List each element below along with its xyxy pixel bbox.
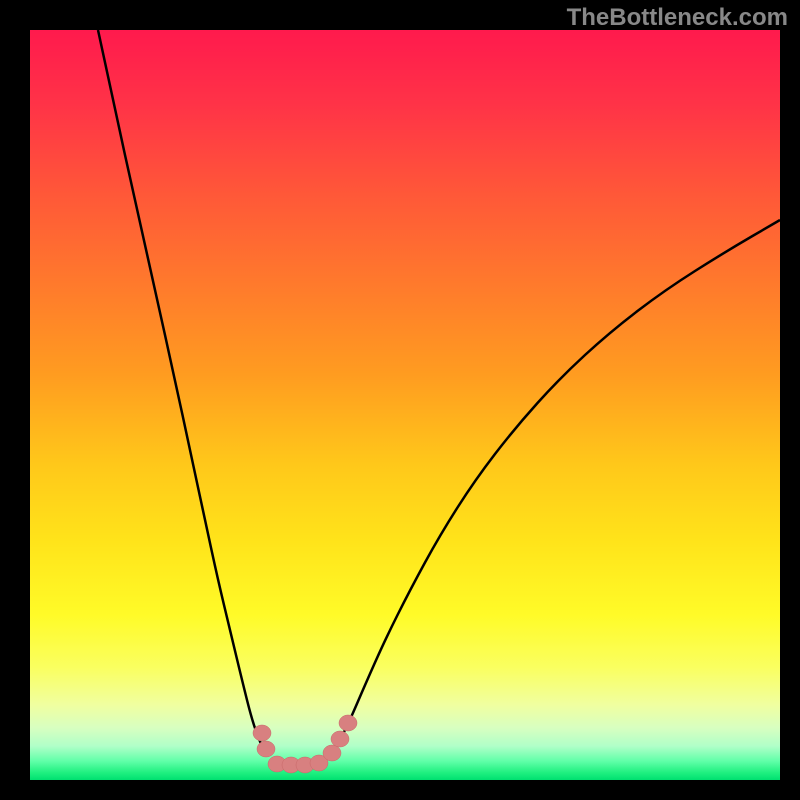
- marker-point: [331, 731, 349, 747]
- chart-container: TheBottleneck.com: [0, 0, 800, 800]
- curve-layer: [30, 30, 780, 780]
- bottom-markers: [253, 715, 357, 773]
- marker-point: [339, 715, 357, 731]
- watermark-text: TheBottleneck.com: [567, 4, 788, 32]
- plot-area: [30, 30, 780, 780]
- marker-point: [253, 725, 271, 741]
- marker-point: [323, 745, 341, 761]
- left-curve: [98, 30, 265, 752]
- marker-point: [257, 741, 275, 757]
- right-curve: [333, 220, 780, 752]
